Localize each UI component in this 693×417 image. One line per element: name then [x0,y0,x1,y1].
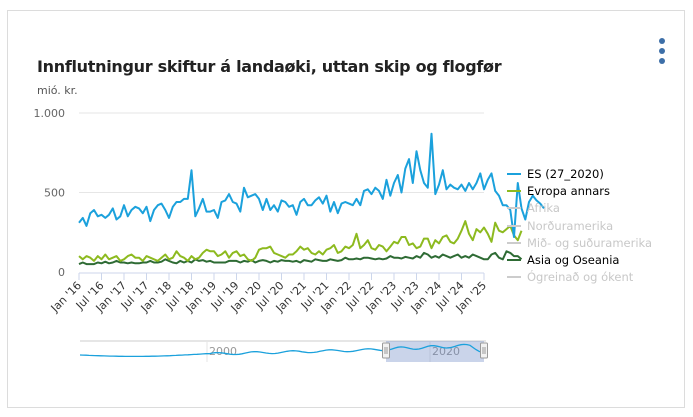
drag-handle-icon[interactable] [480,342,488,359]
navigator: 2000 2020 [79,340,488,362]
y-axis-ticks: 0 500 1.000 [34,107,66,279]
chart-card [7,10,685,408]
legend-item[interactable]: Ógreinað og ókent [507,269,652,286]
y-tick-label: 0 [58,266,65,279]
legend-swatch-icon [507,241,521,244]
legend-label: Evropa annars [527,183,610,198]
legend-swatch-icon [507,276,521,279]
series-lines [78,132,545,266]
chart-title: Innflutningur skiftur á landaøki, uttan … [37,57,502,76]
legend-swatch-icon [507,259,521,262]
legend-swatch-icon [507,224,521,227]
series-line-evropa-annars[interactable] [78,220,523,262]
legend-item[interactable]: ES (27_2020) [507,165,652,182]
legend-item[interactable]: Mið- og suðuramerika [507,234,652,251]
navigator-label: 2020 [432,345,460,358]
legend-label: Norðuramerika [527,218,614,233]
navigator-selected-range[interactable] [386,341,484,362]
legend-label: Mið- og suðuramerika [527,235,653,250]
legend-item[interactable]: Asia og Oseania [507,251,652,268]
legend-item[interactable]: Evropa annars [507,182,652,199]
menu-dot [659,38,665,44]
series-line-asia-og-oseania[interactable] [78,250,523,266]
unit-label: mió. kr. [37,84,78,97]
legend-swatch-icon [507,172,521,175]
drag-handle-icon[interactable] [382,342,390,359]
legend-item[interactable]: Norðuramerika [507,217,652,234]
menu-dot [659,58,665,64]
series-line-es-27-2020-[interactable] [78,132,545,238]
y-tick-label: 1.000 [34,107,66,120]
legend: ES (27_2020) Evropa annars Afrika Norðurame… [507,165,652,286]
legend-swatch-icon [507,189,521,192]
navigator-series-line [79,343,483,358]
legend-label: ES (27_2020) [527,166,604,181]
legend-item[interactable]: Afrika [507,200,652,217]
legend-label: Afrika [527,201,560,216]
grid-lines [79,112,484,193]
legend-label: Ógreinað og ókent [527,270,634,285]
menu-dot [659,48,665,54]
legend-swatch-icon [507,207,521,210]
y-tick-label: 500 [44,187,65,200]
legend-label: Asia og Oseania [527,253,620,268]
navigator-label: 2000 [209,345,237,358]
kebab-menu-icon[interactable] [655,38,669,70]
